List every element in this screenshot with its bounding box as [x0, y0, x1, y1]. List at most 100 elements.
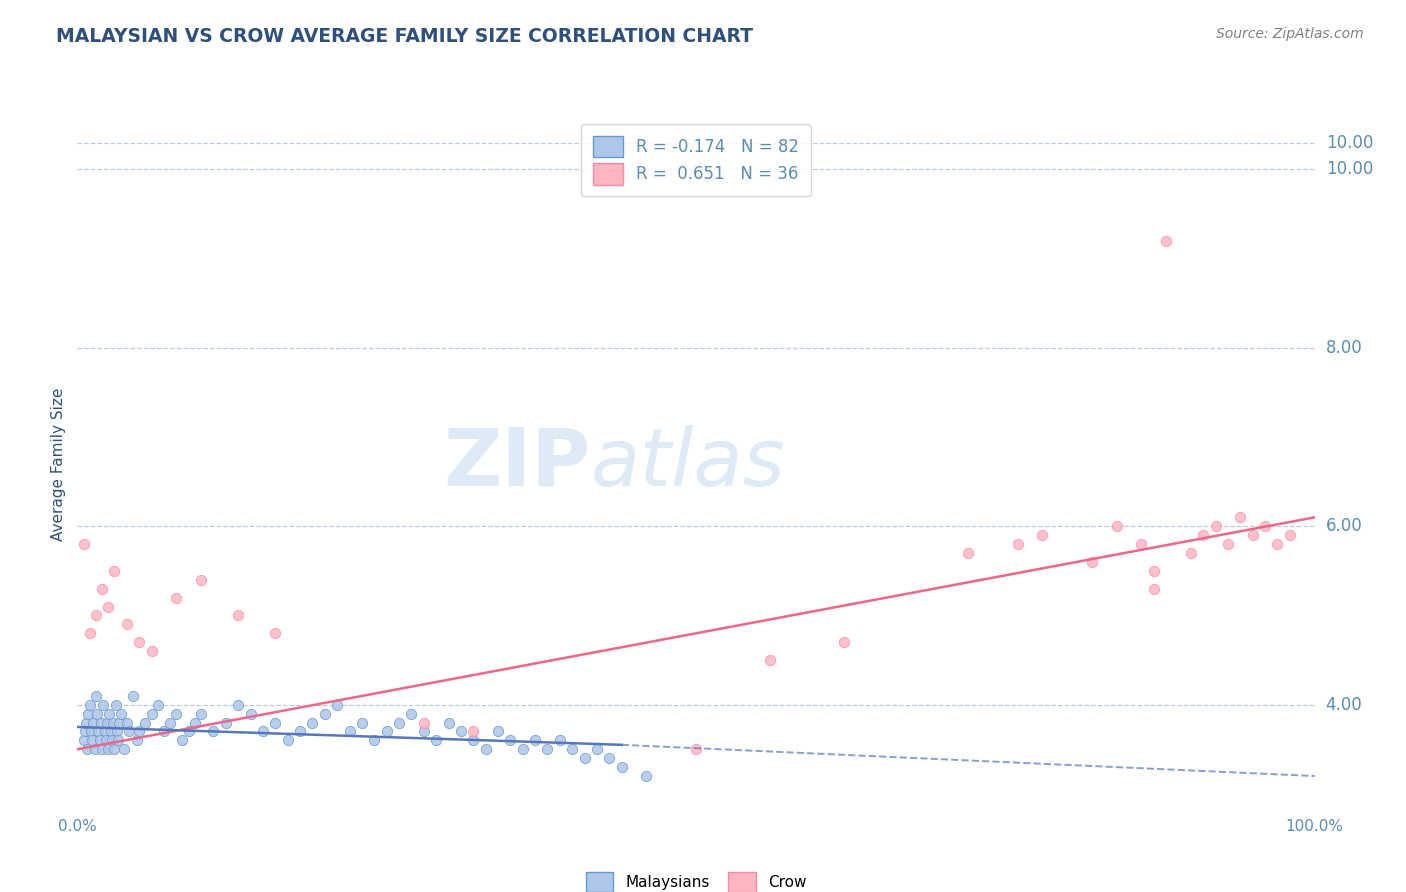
Point — [82, 715, 104, 730]
Point — [77, 706, 100, 721]
Point — [97, 742, 120, 756]
Point — [1180, 546, 1202, 560]
Point — [177, 724, 200, 739]
Point — [184, 715, 207, 730]
Point — [226, 608, 249, 623]
Point — [1205, 519, 1227, 533]
Point — [146, 698, 169, 712]
Point — [110, 706, 132, 721]
Text: 6.00: 6.00 — [1326, 517, 1362, 535]
Point — [437, 715, 460, 730]
Point — [412, 715, 434, 730]
Point — [165, 591, 187, 605]
Point — [84, 608, 107, 623]
Point — [499, 733, 522, 747]
Point — [252, 724, 274, 739]
Text: 4.00: 4.00 — [1326, 696, 1362, 714]
Point — [561, 742, 583, 756]
Point — [115, 617, 138, 632]
Point — [277, 733, 299, 747]
Point — [108, 715, 131, 730]
Point — [1143, 564, 1166, 578]
Point — [388, 715, 411, 730]
Point — [89, 733, 111, 747]
Legend: Malaysians, Crow: Malaysians, Crow — [578, 864, 814, 892]
Point — [72, 733, 94, 747]
Point — [412, 724, 434, 739]
Text: 8.00: 8.00 — [1326, 339, 1362, 357]
Point — [1031, 528, 1053, 542]
Point — [103, 564, 125, 578]
Point — [79, 626, 101, 640]
Point — [90, 715, 112, 730]
Point — [103, 742, 125, 756]
Text: 10.00: 10.00 — [1326, 161, 1374, 178]
Point — [1143, 582, 1166, 596]
Point — [202, 724, 225, 739]
Point — [103, 715, 125, 730]
Point — [141, 706, 163, 721]
Point — [112, 742, 135, 756]
Point — [122, 689, 145, 703]
Y-axis label: Average Family Size: Average Family Size — [51, 387, 66, 541]
Point — [463, 733, 485, 747]
Text: 10.00: 10.00 — [1326, 134, 1374, 152]
Point — [1007, 537, 1029, 551]
Point — [115, 715, 138, 730]
Point — [512, 742, 534, 756]
Point — [574, 751, 596, 765]
Point — [190, 706, 212, 721]
Point — [98, 706, 121, 721]
Point — [128, 724, 150, 739]
Point — [87, 724, 110, 739]
Point — [190, 573, 212, 587]
Point — [314, 706, 336, 721]
Point — [104, 698, 127, 712]
Text: ZIP: ZIP — [443, 425, 591, 503]
Point — [759, 653, 782, 667]
Point — [75, 715, 97, 730]
Point — [73, 724, 96, 739]
Point — [82, 733, 104, 747]
Point — [375, 724, 398, 739]
Point — [79, 698, 101, 712]
Point — [105, 724, 128, 739]
Point — [548, 733, 571, 747]
Point — [339, 724, 361, 739]
Point — [1241, 528, 1264, 542]
Point — [264, 715, 287, 730]
Point — [84, 689, 107, 703]
Point — [83, 742, 105, 756]
Point — [1216, 537, 1239, 551]
Point — [100, 724, 122, 739]
Text: Source: ZipAtlas.com: Source: ZipAtlas.com — [1216, 27, 1364, 41]
Point — [239, 706, 262, 721]
Point — [1278, 528, 1301, 542]
Point — [1105, 519, 1128, 533]
Point — [94, 733, 117, 747]
Point — [118, 724, 141, 739]
Point — [125, 733, 148, 747]
Point — [636, 769, 658, 783]
Point — [463, 724, 485, 739]
Point — [586, 742, 609, 756]
Point — [1229, 510, 1251, 524]
Point — [536, 742, 558, 756]
Point — [72, 537, 94, 551]
Point — [957, 546, 980, 560]
Point — [474, 742, 496, 756]
Point — [226, 698, 249, 712]
Point — [165, 706, 187, 721]
Point — [153, 724, 176, 739]
Point — [159, 715, 181, 730]
Point — [96, 715, 118, 730]
Point — [1192, 528, 1215, 542]
Point — [128, 635, 150, 649]
Point — [134, 715, 156, 730]
Point — [610, 760, 633, 774]
Point — [363, 733, 385, 747]
Point — [93, 724, 115, 739]
Point — [1081, 555, 1104, 569]
Point — [264, 626, 287, 640]
Point — [91, 698, 114, 712]
